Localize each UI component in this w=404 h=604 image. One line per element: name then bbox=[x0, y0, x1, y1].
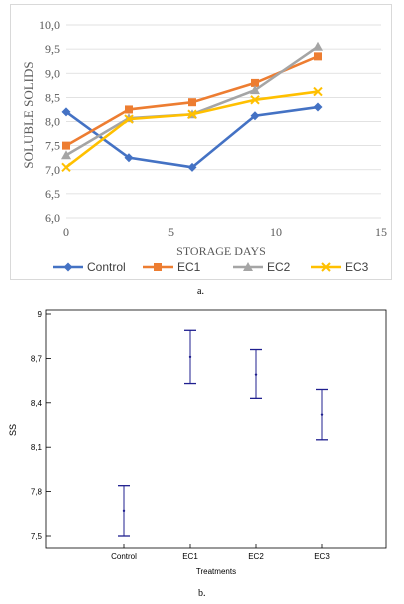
legend-label: EC3 bbox=[345, 260, 369, 274]
y-tick-label: 8,5 bbox=[45, 90, 60, 104]
legend-marker bbox=[243, 262, 253, 271]
series-control bbox=[61, 102, 323, 172]
data-point bbox=[313, 41, 323, 51]
series-ec3 bbox=[61, 86, 323, 173]
y-tick-label: 8,4 bbox=[31, 399, 43, 408]
y-tick-label: 9,5 bbox=[45, 42, 60, 56]
mean-point bbox=[122, 509, 126, 513]
line-chart: 6,0 6,5 7,0 7,5 8,0 8,5 9,0 9,5 10,0 0 5 10 15 SOLU… bbox=[21, 18, 387, 274]
y-tick-label: 6,0 bbox=[45, 211, 60, 225]
x-tick-label: 10 bbox=[270, 225, 282, 239]
y-axis-label: SS bbox=[8, 424, 18, 436]
x-tick-label: EC1 bbox=[182, 552, 198, 561]
caption-b: b. bbox=[198, 588, 206, 599]
caption-a: a. bbox=[197, 286, 204, 297]
x-tick-label: 15 bbox=[375, 225, 387, 239]
x-tick-labels: 0 5 10 15 bbox=[63, 225, 387, 239]
data-point bbox=[250, 111, 260, 121]
error-bar-control bbox=[118, 485, 130, 537]
legend-marker bbox=[321, 262, 331, 272]
series-group bbox=[61, 41, 323, 173]
y-tick-label: 9 bbox=[38, 310, 43, 319]
error-bar-ec3 bbox=[316, 388, 328, 441]
data-point bbox=[187, 109, 197, 119]
plot-frame bbox=[45, 309, 387, 549]
data-point bbox=[61, 150, 71, 160]
chart-panel-a: 6,0 6,5 7,0 7,5 8,0 8,5 9,0 9,5 10,0 0 5 10 15 SOLU… bbox=[10, 4, 392, 280]
marker-stroke bbox=[250, 95, 260, 105]
x-tick-label: 5 bbox=[168, 225, 174, 239]
legend-marker bbox=[154, 263, 162, 271]
grid-lines bbox=[66, 24, 381, 219]
data-point bbox=[124, 114, 134, 124]
data-point bbox=[313, 102, 323, 112]
data-point bbox=[62, 141, 70, 150]
marker-stroke bbox=[321, 262, 331, 272]
data-point bbox=[187, 162, 197, 172]
mean-point bbox=[188, 355, 192, 359]
legend-marker bbox=[63, 262, 73, 272]
marker-stroke bbox=[187, 109, 197, 119]
data-point bbox=[251, 78, 259, 87]
marker-stroke bbox=[124, 114, 134, 124]
y-tick-label: 7,8 bbox=[31, 488, 43, 497]
x-axis-label: Treatments bbox=[196, 567, 236, 576]
error-bars bbox=[118, 329, 328, 537]
x-ticks: Control EC1 EC2 EC3 bbox=[111, 544, 330, 561]
data-point bbox=[313, 86, 323, 97]
legend-item: EC3 bbox=[311, 260, 369, 274]
y-tick-label: 9,0 bbox=[45, 66, 60, 80]
series-ec1 bbox=[62, 52, 322, 150]
data-point bbox=[61, 107, 71, 117]
marker-stroke bbox=[61, 162, 71, 173]
errorbar-chart: 7,5 7,8 8,1 8,4 8,7 9 Control EC1 EC2 EC3 SS Tre… bbox=[8, 309, 387, 576]
data-point bbox=[250, 85, 260, 95]
y-tick-label: 8,7 bbox=[31, 354, 43, 363]
error-bar-ec1 bbox=[184, 329, 196, 385]
x-tick-label: Control bbox=[111, 552, 137, 561]
x-tick-label: EC3 bbox=[314, 552, 330, 561]
legend: Control EC1 EC2 EC3 bbox=[53, 260, 369, 274]
y-tick-label: 7,5 bbox=[45, 139, 60, 153]
mean-point bbox=[254, 373, 258, 376]
y-axis-label: SOLUBLE SOLIDS bbox=[21, 61, 36, 168]
x-tick-label: 0 bbox=[63, 225, 69, 239]
data-point bbox=[61, 162, 71, 173]
legend-item: EC1 bbox=[143, 260, 201, 274]
data-point bbox=[125, 105, 133, 114]
x-axis-label: STORAGE DAYS bbox=[176, 244, 266, 258]
legend-item: EC2 bbox=[233, 260, 291, 274]
marker-stroke bbox=[313, 86, 323, 97]
chart-panel-b: 7,5 7,8 8,1 8,4 8,7 9 Control EC1 EC2 EC3 SS Tre… bbox=[4, 300, 400, 582]
error-bar-ec2 bbox=[250, 348, 262, 400]
y-tick-label: 6,5 bbox=[45, 187, 60, 201]
legend-item: Control bbox=[53, 260, 126, 274]
y-tick-label: 7,5 bbox=[31, 532, 43, 541]
legend-label: EC2 bbox=[267, 260, 291, 274]
data-point bbox=[250, 95, 260, 105]
data-point bbox=[314, 52, 322, 61]
mean-point bbox=[320, 413, 324, 416]
data-point bbox=[188, 98, 196, 107]
y-ticks: 7,5 7,8 8,1 8,4 8,7 9 bbox=[31, 310, 51, 541]
y-tick-label: 10,0 bbox=[39, 18, 60, 32]
x-tick-label: EC2 bbox=[248, 552, 264, 561]
legend-label: EC1 bbox=[177, 260, 201, 274]
y-tick-label: 8,0 bbox=[45, 115, 60, 129]
legend-label: Control bbox=[87, 260, 126, 274]
y-tick-labels: 6,0 6,5 7,0 7,5 8,0 8,5 9,0 9,5 10,0 bbox=[39, 18, 60, 225]
y-tick-label: 8,1 bbox=[31, 443, 43, 452]
data-point bbox=[124, 153, 134, 163]
y-tick-label: 7,0 bbox=[45, 163, 60, 177]
